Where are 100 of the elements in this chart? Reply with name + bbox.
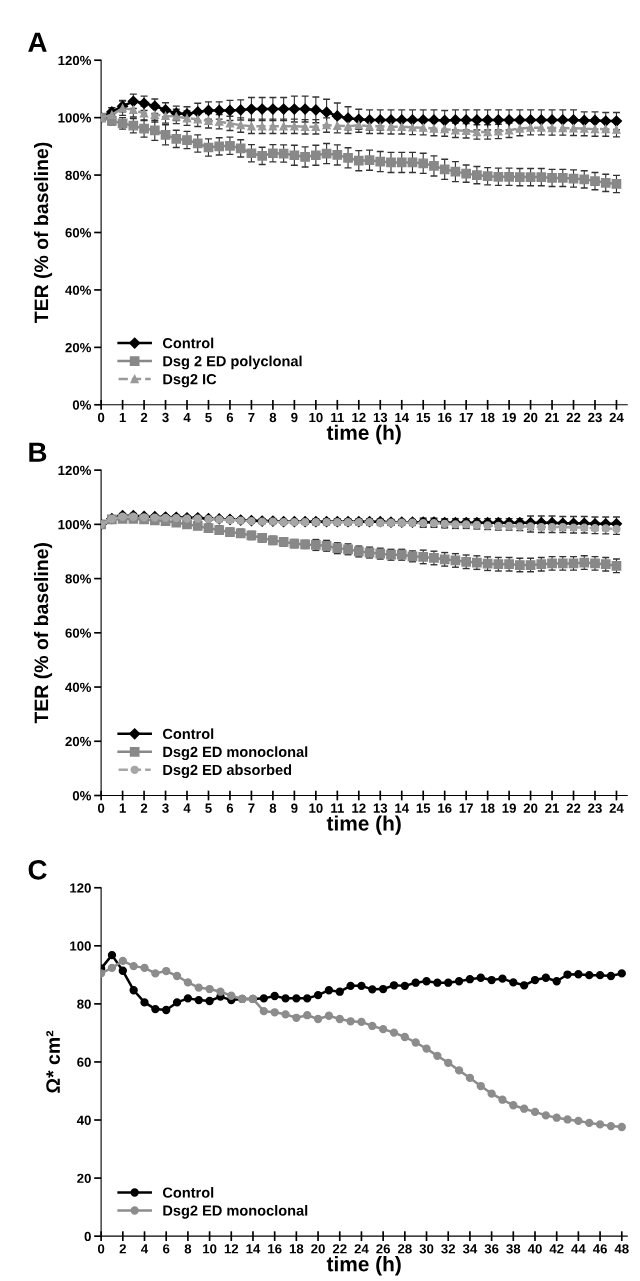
x-tick-label: 21 [545,803,560,813]
x-tick-label: 15 [416,803,431,813]
x-tick-label: 7 [248,803,255,813]
x-tick-label: 42 [549,1244,564,1254]
x-tick-label: 40 [527,1244,542,1254]
x-tick-label: 8 [269,412,277,423]
legend-label: Dsg2 IC [163,374,217,388]
x-tick-label: 5 [205,412,212,423]
y-axis-title: TER (% of baseline) [33,142,53,324]
x-tick-label: 46 [592,1244,607,1254]
x-tick-label: 5 [205,803,212,813]
x-tick-label: 8 [269,803,277,813]
x-tick-label: 22 [332,1244,347,1254]
y-tick-label: 100 [70,941,91,951]
x-tick-label: 20 [523,803,538,813]
x-tick-label: 2 [119,1244,126,1254]
y-axis-title: TER (% of baseline) [33,543,53,724]
y-tick-label: 120% [58,55,92,66]
chart-title: B [29,442,47,462]
x-tick-label: 34 [462,1244,478,1254]
x-tick-label: 38 [506,1244,521,1254]
y-tick-label: 80 [77,999,91,1009]
x-tick-label: 3 [162,412,169,423]
x-tick-label: 10 [309,803,323,813]
x-tick-label: 9 [291,803,298,813]
x-tick-label: 24 [609,803,624,813]
x-tick-label: 23 [588,412,602,423]
x-tick-label: 13 [373,412,388,423]
x-tick-label: 7 [248,412,255,422]
y-tick-label: 0% [72,791,92,801]
x-tick-label: 0 [97,412,105,423]
x-tick-label: 19 [502,412,516,423]
y-tick-label: 80% [65,574,92,584]
y-tick-label: 0% [72,400,92,410]
legend-label: Control [162,1187,214,1198]
chart-title: A [28,32,47,52]
x-tick-label: 22 [566,803,581,813]
y-tick-label: 60% [65,228,92,238]
legend-label: Control [162,728,214,740]
x-tick-label: 23 [588,803,602,813]
x-tick-label: 14 [246,1244,261,1254]
x-axis-title: time (h) [326,815,401,835]
y-tick-label: 20% [65,736,92,747]
x-tick-label: 20 [311,1244,325,1254]
legend-label: Dsg 2 ED polyclonal [163,355,302,370]
y-tick-label: 20 [77,1173,91,1183]
x-tick-label: 22 [566,412,581,422]
legend-label: Dsg2 ED absorbed [163,764,292,778]
x-tick-label: 6 [226,412,234,423]
y-axis-title: Ω* cm² [46,1030,60,1093]
x-tick-label: 17 [459,412,473,422]
legend-label: Dsg2 ED monoclonal [163,1205,308,1219]
legend-label: Control [162,337,214,349]
x-tick-label: 20 [523,412,538,423]
x-tick-label: 0 [97,1244,105,1254]
x-tick-label: 10 [203,1244,217,1254]
x-tick-label: 10 [309,412,323,423]
x-tick-label: 14 [395,412,410,422]
y-tick-label: 120 [70,883,91,893]
x-tick-label: 0 [97,803,105,813]
x-tick-label: 16 [438,412,452,423]
y-tick-label: 60% [65,628,92,638]
x-tick-label: 16 [438,803,452,813]
x-tick-label: 17 [459,803,473,813]
x-tick-label: 24 [609,412,624,422]
y-tick-label: 40% [65,682,92,692]
x-tick-label: 24 [354,1244,369,1254]
x-tick-label: 13 [373,803,388,813]
x-tick-label: 12 [224,1244,239,1254]
y-tick-label: 20% [65,342,92,353]
x-tick-label: 12 [352,412,366,422]
x-tick-label: 11 [331,803,344,813]
x-tick-label: 16 [268,1244,282,1254]
y-tick-label: 100% [58,519,92,530]
y-tick-label: 80% [65,170,92,180]
x-tick-label: 32 [441,1244,456,1254]
x-tick-label: 12 [352,803,366,813]
x-tick-label: 2 [140,412,148,422]
x-tick-label: 30 [419,1244,434,1254]
x-axis-title: time (h) [326,424,401,445]
x-tick-label: 19 [502,803,516,813]
x-tick-label: 6 [163,1244,170,1254]
x-tick-label: 4 [183,412,191,422]
x-tick-label: 11 [331,412,344,422]
x-tick-label: 1 [119,412,126,422]
legend-label: Dsg2 ED monoclonal [163,746,308,760]
y-tick-label: 0 [84,1231,91,1242]
y-tick-label: 60 [77,1057,91,1067]
x-tick-label: 14 [395,803,410,813]
x-tick-label: 3 [162,803,169,813]
x-tick-label: 44 [571,1244,586,1254]
y-tick-label: 40% [65,285,92,295]
x-tick-label: 48 [614,1244,629,1254]
y-tick-label: 40 [76,1115,91,1125]
x-tick-label: 18 [481,803,495,813]
x-axis-title: time (h) [326,1256,401,1276]
x-tick-label: 1 [119,803,126,813]
x-tick-label: 18 [481,412,495,423]
x-tick-label: 2 [140,803,148,813]
x-tick-label: 4 [183,803,191,813]
